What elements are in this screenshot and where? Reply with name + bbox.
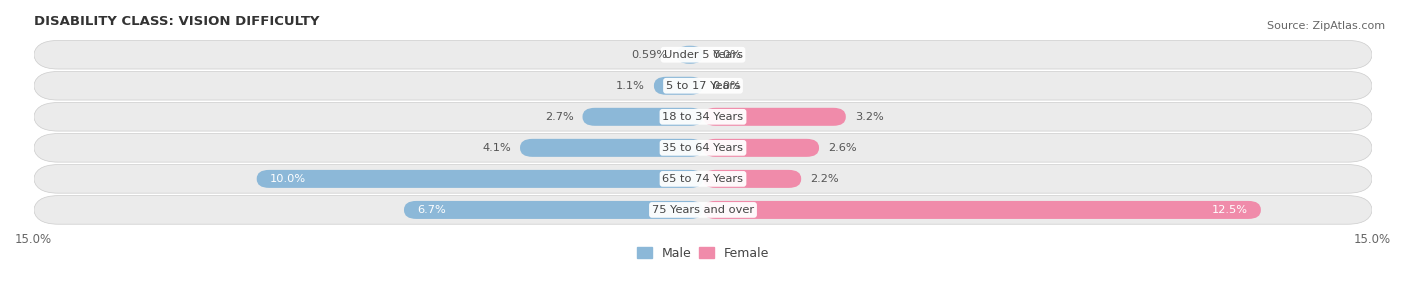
FancyBboxPatch shape [676, 46, 703, 64]
Text: 10.0%: 10.0% [270, 174, 307, 184]
Text: Source: ZipAtlas.com: Source: ZipAtlas.com [1267, 21, 1385, 31]
FancyBboxPatch shape [34, 196, 1372, 224]
FancyBboxPatch shape [404, 201, 703, 219]
FancyBboxPatch shape [34, 133, 1372, 162]
Text: 5 to 17 Years: 5 to 17 Years [666, 81, 740, 91]
FancyBboxPatch shape [34, 164, 1372, 193]
Text: 75 Years and over: 75 Years and over [652, 205, 754, 215]
FancyBboxPatch shape [257, 170, 703, 188]
Legend: Male, Female: Male, Female [631, 242, 775, 265]
Text: 3.2%: 3.2% [855, 112, 883, 122]
Text: 1.1%: 1.1% [616, 81, 645, 91]
FancyBboxPatch shape [654, 77, 703, 95]
Text: 65 to 74 Years: 65 to 74 Years [662, 174, 744, 184]
Text: 4.1%: 4.1% [482, 143, 512, 153]
FancyBboxPatch shape [34, 40, 1372, 69]
Text: 2.7%: 2.7% [546, 112, 574, 122]
FancyBboxPatch shape [582, 108, 703, 126]
Text: 12.5%: 12.5% [1212, 205, 1247, 215]
Text: 35 to 64 Years: 35 to 64 Years [662, 143, 744, 153]
FancyBboxPatch shape [520, 139, 703, 157]
Text: 0.59%: 0.59% [631, 50, 668, 60]
Text: Under 5 Years: Under 5 Years [664, 50, 742, 60]
FancyBboxPatch shape [703, 108, 846, 126]
Text: 6.7%: 6.7% [418, 205, 446, 215]
Text: 18 to 34 Years: 18 to 34 Years [662, 112, 744, 122]
FancyBboxPatch shape [703, 201, 1261, 219]
FancyBboxPatch shape [34, 71, 1372, 100]
Text: DISABILITY CLASS: VISION DIFFICULTY: DISABILITY CLASS: VISION DIFFICULTY [34, 15, 319, 28]
Text: 2.2%: 2.2% [810, 174, 839, 184]
FancyBboxPatch shape [703, 170, 801, 188]
Text: 0.0%: 0.0% [711, 50, 741, 60]
Text: 2.6%: 2.6% [828, 143, 856, 153]
FancyBboxPatch shape [703, 139, 820, 157]
FancyBboxPatch shape [34, 102, 1372, 131]
Text: 0.0%: 0.0% [711, 81, 741, 91]
